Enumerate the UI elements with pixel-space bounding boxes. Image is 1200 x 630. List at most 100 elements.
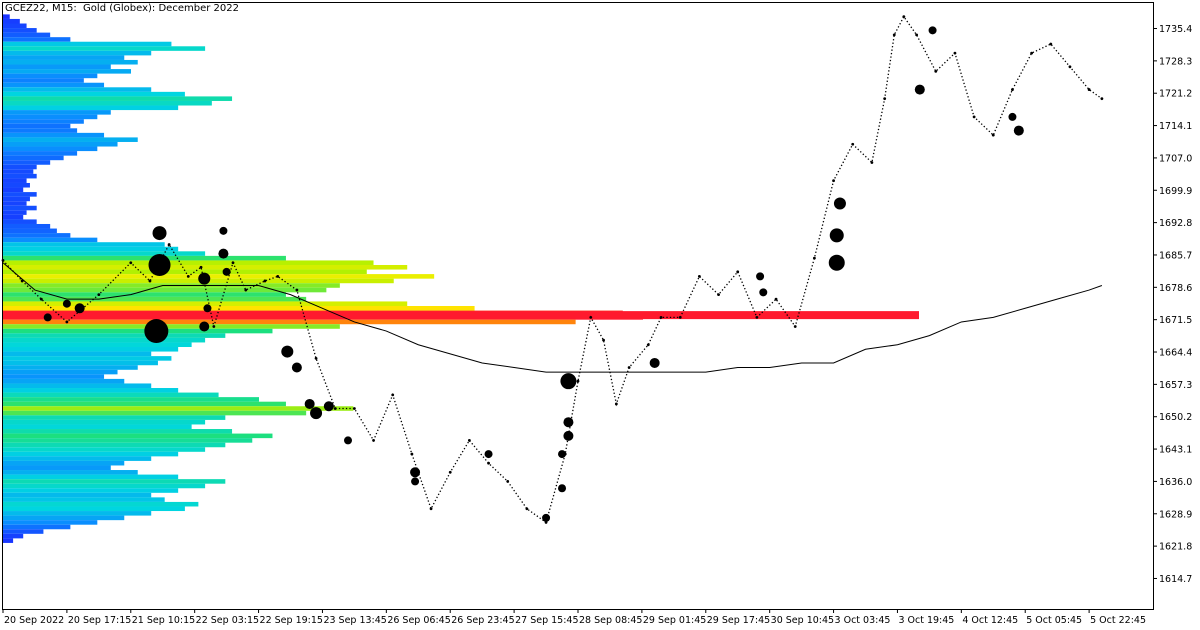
profile-bar xyxy=(3,73,98,79)
profile-bar xyxy=(3,28,37,33)
volume-dot xyxy=(542,513,551,522)
profile-bar xyxy=(3,182,30,188)
y-tick-label: 1685.7 xyxy=(1159,250,1192,261)
profile-bar xyxy=(3,251,206,256)
profile-bar xyxy=(3,438,253,443)
price-point xyxy=(97,293,101,297)
volume-dot xyxy=(560,373,577,390)
profile-bar xyxy=(3,274,435,279)
y-tick-label: 1721.2 xyxy=(1159,89,1192,100)
profile-bar xyxy=(3,360,158,366)
volume-dot xyxy=(344,436,352,445)
profile-bar xyxy=(3,506,185,512)
price-point xyxy=(429,507,433,511)
profile-bar xyxy=(3,46,206,51)
price-point xyxy=(589,315,593,319)
price-point xyxy=(755,315,759,319)
profile-bar xyxy=(3,488,179,493)
price-point xyxy=(1030,51,1034,55)
profile-bar xyxy=(3,246,179,252)
price-point xyxy=(915,33,919,37)
profile-bar xyxy=(3,178,27,183)
y-tick-label: 1664.4 xyxy=(1159,348,1192,359)
profile-bar xyxy=(3,146,98,152)
volume-dot xyxy=(1013,125,1024,136)
price-point xyxy=(352,407,356,410)
price-point xyxy=(410,452,414,456)
profile-bar xyxy=(3,328,273,334)
profile-bar xyxy=(3,264,408,270)
x-tick-label: 3 Oct 03:45 xyxy=(835,615,891,626)
volume-dot xyxy=(756,272,765,281)
profile-bar xyxy=(3,105,179,111)
profile-bar xyxy=(3,96,233,101)
price-point xyxy=(614,402,618,406)
price-point xyxy=(991,133,995,137)
x-tick-label: 20 Sep 2022 xyxy=(4,615,64,626)
price-point xyxy=(678,315,682,319)
time-axis[interactable]: 20 Sep 2022 20 Sep 17:15 21 Sep 10:15 22 Se… xyxy=(2,609,1146,626)
profile-bar xyxy=(3,538,14,543)
profile-bar xyxy=(3,205,37,211)
profile-bar xyxy=(3,23,27,29)
price-point xyxy=(65,320,69,324)
profile-bar xyxy=(3,255,286,261)
profile-bar xyxy=(3,260,374,265)
x-tick-label: 23 Sep 13:45 xyxy=(323,615,386,626)
x-tick-label: 28 Sep 08:45 xyxy=(579,615,642,626)
price-point xyxy=(212,325,216,328)
price-point xyxy=(736,270,740,274)
profile-bar xyxy=(3,269,367,275)
moving-average-path xyxy=(2,262,1103,373)
profile-bar xyxy=(3,192,37,197)
y-tick-label: 1735.4 xyxy=(1159,24,1192,35)
profile-bar xyxy=(3,397,259,402)
volume-dot xyxy=(558,484,567,493)
volume-dot xyxy=(152,226,167,241)
profile-bar xyxy=(3,123,71,129)
price-point xyxy=(506,480,510,483)
x-tick-label: 20 Sep 17:15 xyxy=(68,615,131,626)
profile-bar xyxy=(3,520,98,525)
price-axis[interactable]: 1614.7 1621.8 1628.9 1636.0 1643.1 1650.2 1657… xyxy=(1153,24,1192,585)
profile-bar xyxy=(3,515,125,521)
price-point xyxy=(167,243,171,246)
profile-bar xyxy=(3,415,226,420)
price-point xyxy=(576,379,580,383)
price-point xyxy=(812,256,816,260)
volume-dot xyxy=(1008,112,1017,121)
volume-dot xyxy=(148,253,171,276)
price-point xyxy=(199,265,203,269)
profile-bar xyxy=(3,365,138,370)
price-point xyxy=(1049,42,1053,46)
profile-bar xyxy=(3,114,98,120)
profile-bar xyxy=(3,301,408,306)
price-point xyxy=(934,69,938,73)
volume-dot xyxy=(410,467,421,478)
profile-bar xyxy=(3,233,71,238)
profile-bar xyxy=(3,296,307,302)
profile-bar xyxy=(3,433,273,439)
y-tick-label: 1636.0 xyxy=(1159,477,1192,488)
profile-bar xyxy=(3,160,51,165)
profile-bar xyxy=(3,388,179,393)
profile-bar xyxy=(3,128,78,133)
price-point xyxy=(1011,88,1014,91)
y-tick-label: 1621.8 xyxy=(1159,542,1192,553)
price-point xyxy=(148,279,152,283)
price-point xyxy=(39,297,43,301)
price-point xyxy=(627,366,631,369)
profile-bar xyxy=(3,137,138,142)
price-path xyxy=(2,15,1103,524)
price-point xyxy=(659,315,663,319)
x-tick-label: 22 Sep 03:15 xyxy=(196,615,259,626)
profile-bar xyxy=(3,460,125,466)
price-point xyxy=(129,261,133,265)
profile-bar xyxy=(3,59,138,65)
profile-bar xyxy=(3,55,125,60)
x-tick-label: 26 Sep 06:45 xyxy=(387,615,450,626)
profile-bar xyxy=(3,100,212,106)
x-tick-label: 26 Sep 23:45 xyxy=(451,615,514,626)
